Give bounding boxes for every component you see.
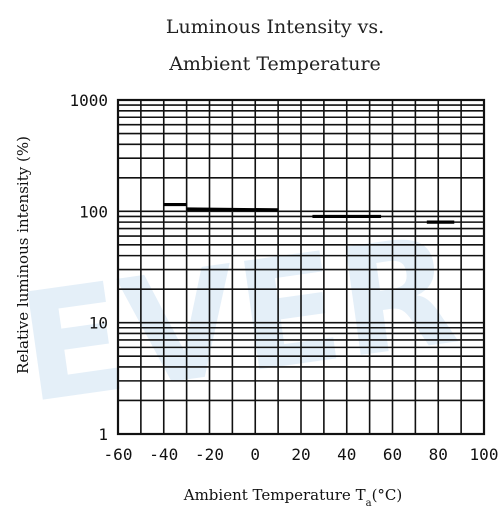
x-axis-label-subscript: a <box>366 498 372 509</box>
chart-title-line1: Luminous Intensity vs. <box>166 16 384 38</box>
x-axis-label-unit: (°C) <box>372 486 403 504</box>
watermark-logo: EVER <box>10 204 466 437</box>
x-tick-label: -20 <box>195 445 224 464</box>
ticks-layer: -60 -40 -20 0 20 40 60 80 100 1 10 100 1000 <box>69 91 498 464</box>
x-tick-label: 80 <box>429 445 448 464</box>
series-segment <box>186 207 279 212</box>
x-tick-label: -60 <box>104 445 133 464</box>
grid-layer <box>116 98 486 436</box>
x-axis-label: Ambient Temperature Ta(°C) <box>183 486 403 509</box>
x-tick-label: -40 <box>149 445 178 464</box>
y-tick-label: 1 <box>98 425 108 444</box>
y-tick-label: 1000 <box>69 91 108 110</box>
x-tick-label: 0 <box>250 445 260 464</box>
series-layer <box>163 202 455 224</box>
plot-frame <box>116 98 486 436</box>
y-tick-label: 100 <box>79 202 108 221</box>
x-axis-label-main: Ambient Temperature T <box>183 486 366 504</box>
x-tick-label: 60 <box>383 445 402 464</box>
y-tick-label: 10 <box>89 314 108 333</box>
x-tick-label: 20 <box>291 445 310 464</box>
chart-title-line2: Ambient Temperature <box>168 53 381 75</box>
x-tick-label: 100 <box>470 445 499 464</box>
x-tick-label: 40 <box>337 445 356 464</box>
watermark-layer: EVER <box>10 204 466 437</box>
y-axis-label: Relative luminous intensity (%) <box>14 136 32 374</box>
